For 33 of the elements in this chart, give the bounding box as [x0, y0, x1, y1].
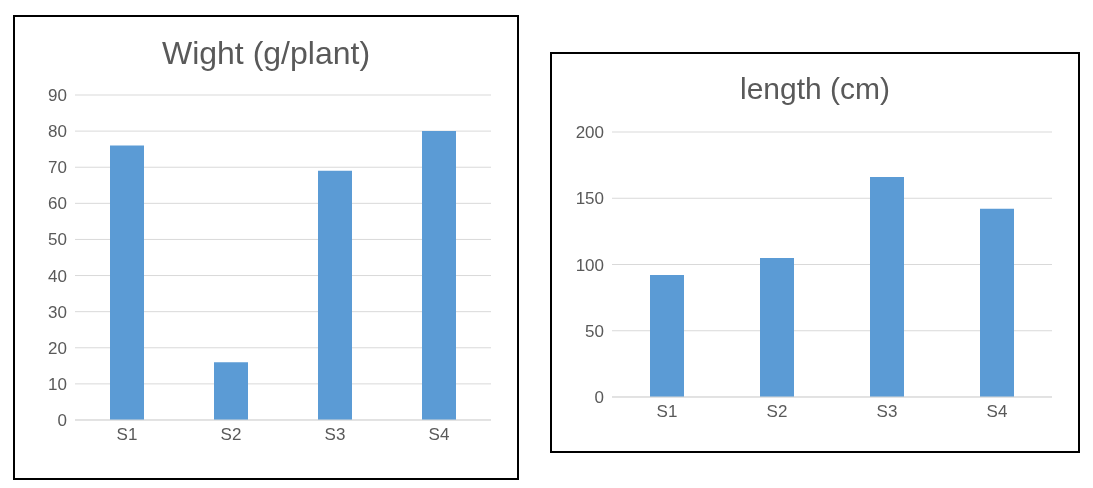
bar: [422, 131, 456, 420]
y-tick-label: 10: [48, 374, 67, 394]
chart-title: length (cm): [738, 72, 891, 107]
y-tick-label: 90: [48, 86, 67, 106]
y-tick-label: 0: [594, 388, 604, 408]
x-tick-label: S3: [324, 425, 346, 445]
chart-title: Wight (g/plant): [160, 35, 372, 73]
x-tick-label: S1: [116, 425, 138, 445]
x-tick-label: S3: [876, 402, 898, 422]
x-tick-label: S2: [766, 402, 788, 422]
y-tick-label: 150: [575, 189, 604, 209]
y-tick-label: 20: [48, 338, 67, 358]
y-tick-label: 80: [48, 122, 67, 142]
bar: [760, 257, 794, 397]
y-tick-label: 50: [585, 321, 604, 341]
y-tick-label: 200: [575, 123, 604, 143]
y-tick-label: 0: [57, 411, 67, 431]
x-tick-label: S1: [656, 402, 678, 422]
x-tick-label: S4: [428, 425, 450, 445]
y-tick-label: 70: [48, 158, 67, 178]
x-tick-label: S4: [986, 402, 1008, 422]
bar: [214, 362, 248, 420]
y-tick-label: 50: [48, 230, 67, 250]
x-tick-label: S2: [220, 425, 242, 445]
bar: [318, 170, 352, 420]
y-tick-label: 30: [48, 302, 67, 322]
bar: [110, 145, 144, 420]
bar: [650, 275, 684, 397]
y-tick-label: 100: [575, 255, 604, 275]
y-tick-label: 60: [48, 194, 67, 214]
bar: [980, 208, 1014, 397]
y-tick-label: 40: [48, 266, 67, 286]
bar: [870, 177, 904, 397]
